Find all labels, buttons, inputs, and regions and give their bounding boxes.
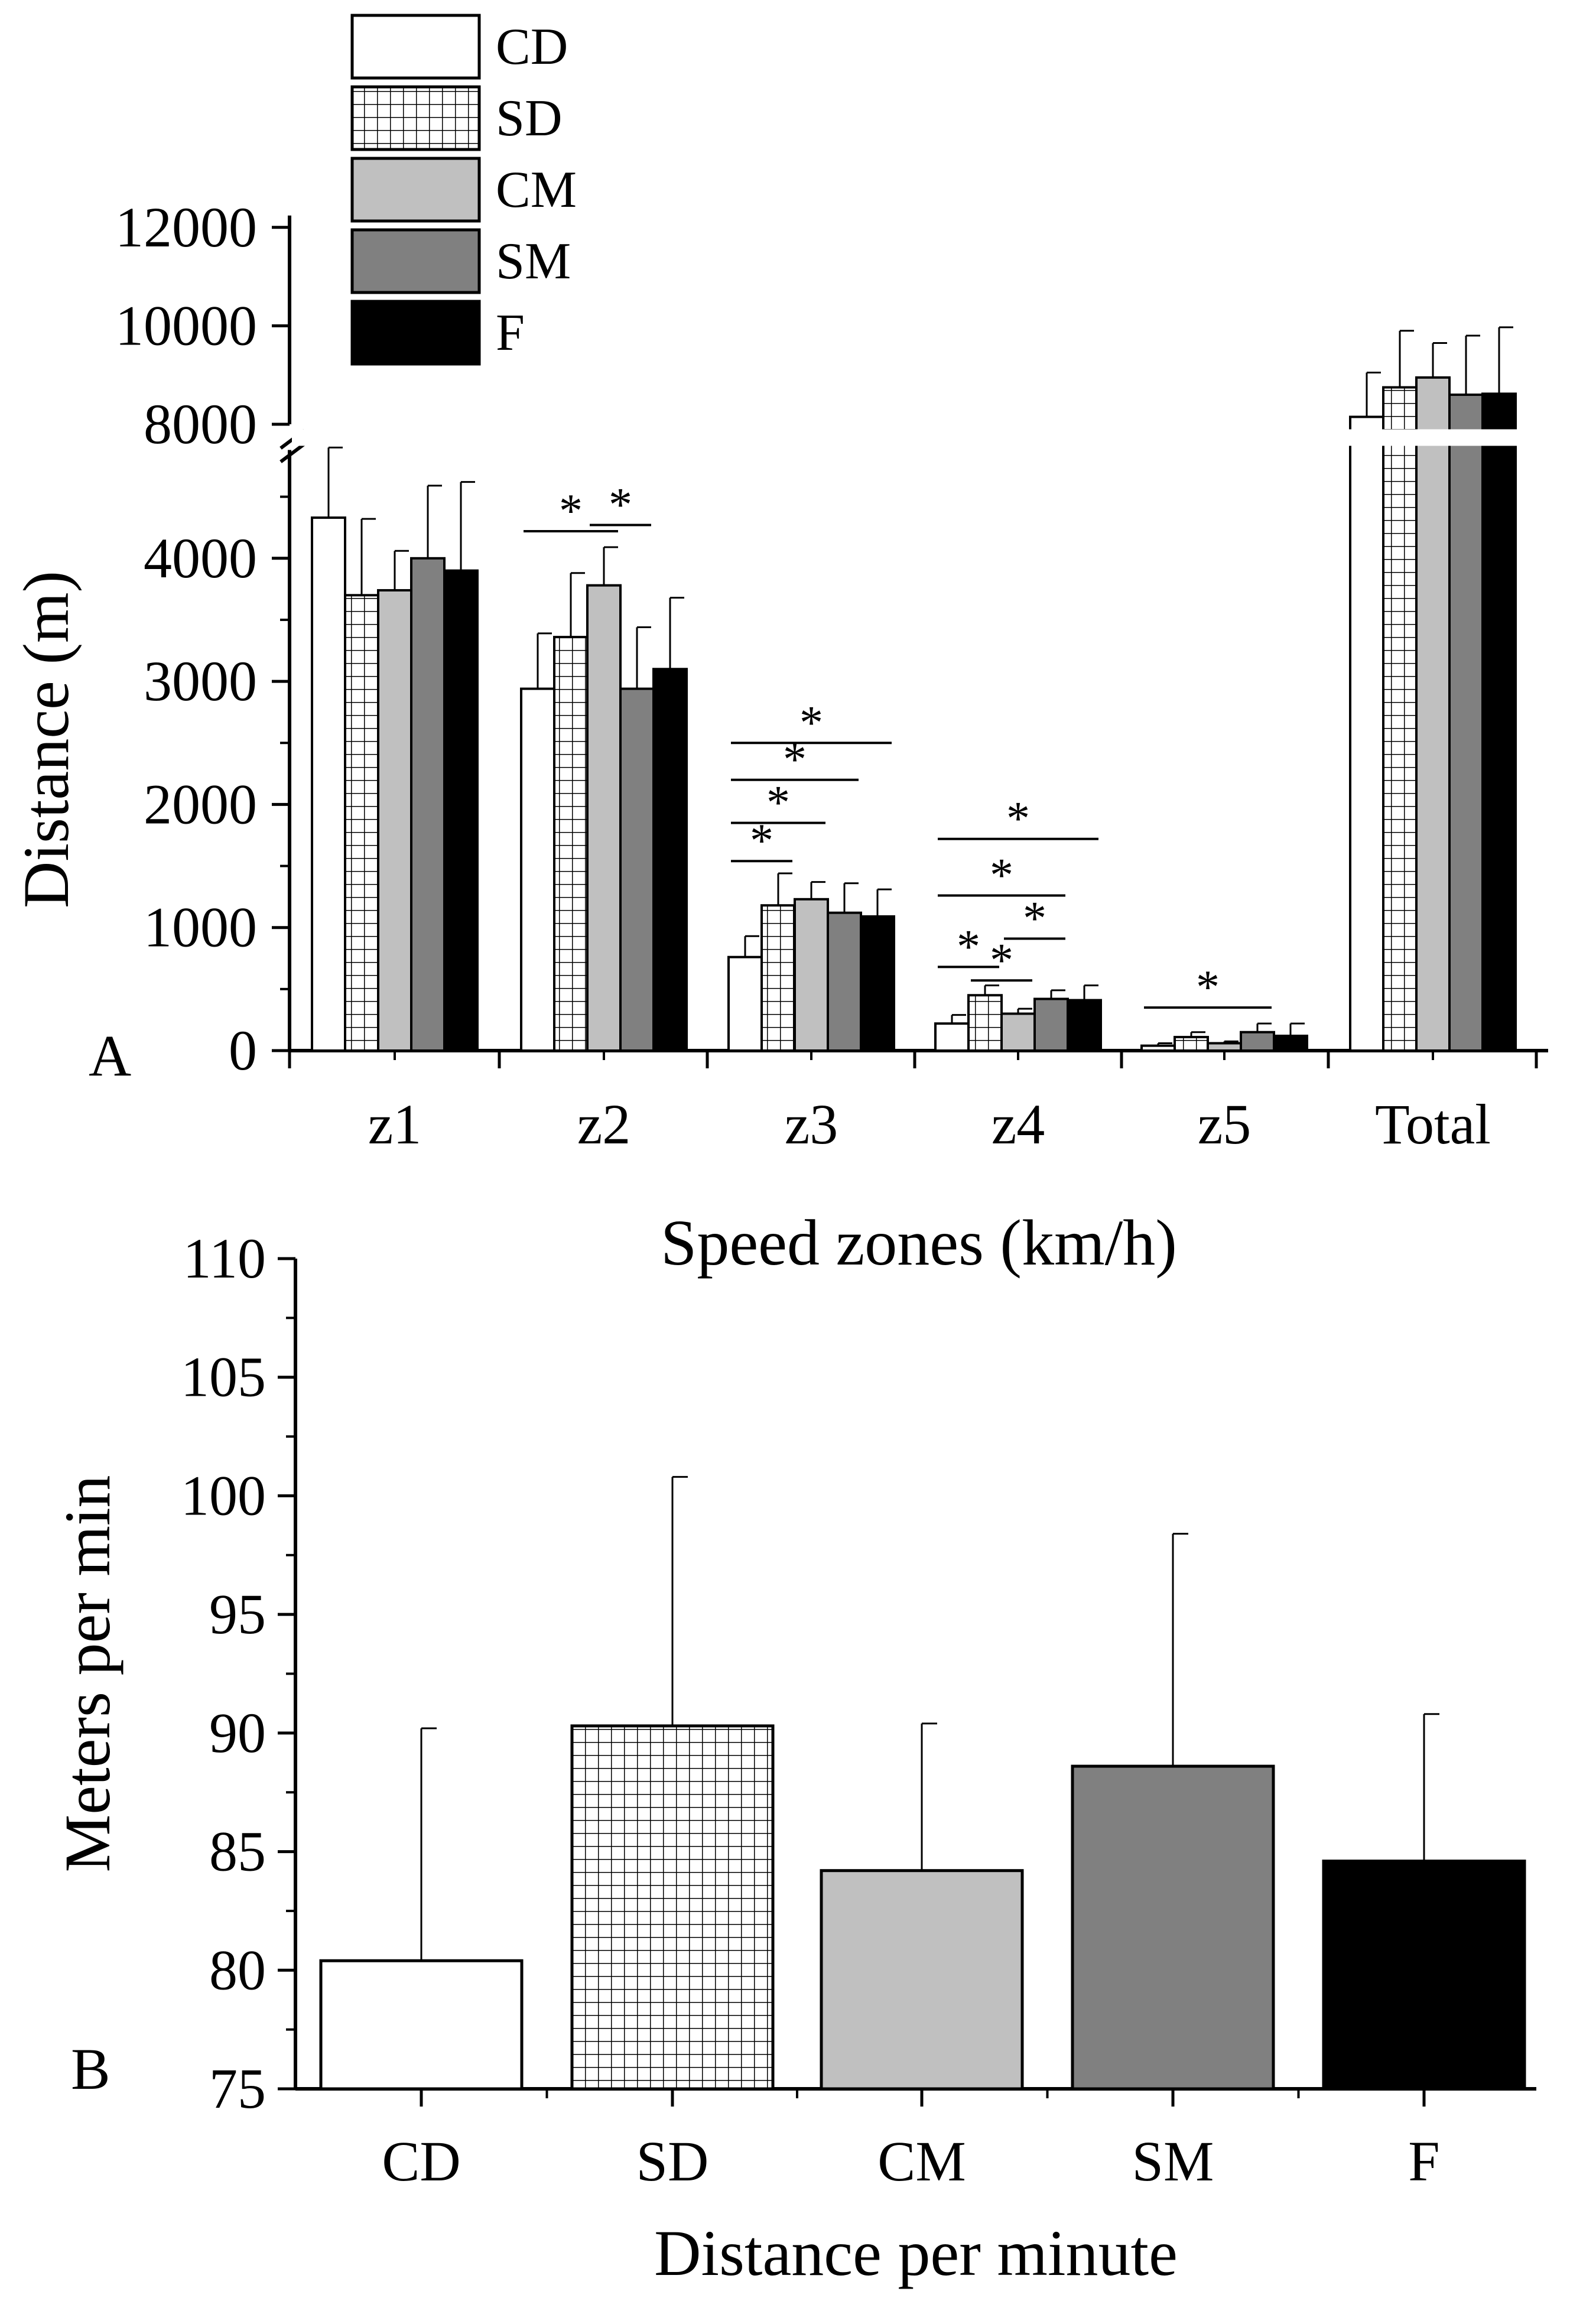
legend-swatch-cd [350,14,481,80]
bar-sd-total [1382,386,1418,1052]
y-tick-label: 4000 [144,526,257,590]
bar-sd-z4 [967,994,1003,1052]
bar-sd-z5 [1174,1036,1209,1052]
x-tick-label-sd: SD [636,2130,709,2193]
bar-cd-z3 [727,955,763,1052]
bar-cm-z3 [794,898,829,1052]
y-tick-label: 110 [183,1227,266,1290]
significance-star: * [957,921,980,973]
x-tick-label-z1: z1 [368,1093,422,1156]
y-tick-label: 1000 [144,896,257,959]
bar-f-z3 [860,915,895,1052]
bar-sm-z1 [410,557,446,1052]
legend-label-sm: SM [496,233,571,290]
legend-label-cd: CD [496,18,568,76]
bar-f-z4 [1067,999,1102,1052]
y-tick-label: 105 [181,1345,266,1409]
legend-label-f: F [496,304,525,362]
y-tick-label: 95 [209,1582,266,1646]
bar-cd [319,1959,524,2091]
bar-f-total [1481,392,1517,1052]
y-tick-label: 2000 [144,772,257,836]
legend-swatch-f [350,300,481,366]
legend-swatch-sm [350,228,481,294]
y-axis-title: Distance (m) [10,571,82,908]
bar-cm-z2 [586,584,622,1052]
bar-sm [1071,1764,1275,2091]
significance-star: * [799,697,823,749]
bar-sd [570,1724,775,2091]
bar-sm-z3 [827,911,862,1052]
bar-sd-z3 [760,904,796,1052]
bar-sm-total [1448,394,1484,1052]
x-tick-label-cm: CM [877,2130,966,2193]
significance-star: * [609,479,632,531]
x-axis-title: Distance per minute [654,2217,1178,2289]
bar-cd-z2 [520,687,555,1052]
x-tick-label-z3: z3 [785,1093,838,1156]
significance-star: * [1196,961,1220,1013]
x-tick-label-z4: z4 [992,1093,1045,1156]
x-axis-title: Speed zones (km/h) [661,1207,1177,1279]
panel-a-chart: 0 1000 2000 3000 4000 8000 10000 12000 z1 z2 z3 z4 z… [10,14,1551,1279]
axis-break-mark-lower [279,443,305,463]
bar-cm [820,1869,1024,2091]
panel-b-chart: 75 80 85 90 95 100 105 110 CD SD CM SM F Meters per m… [51,1227,1536,2289]
y-tick-label: 90 [209,1701,266,1764]
y-tick-label: 75 [209,2057,266,2120]
legend-label-cm: CM [496,161,577,219]
bar-f [1322,1860,1526,2091]
bar-f-z2 [652,668,688,1052]
y-tick-label: 85 [209,1820,266,1883]
bar-cm-z1 [377,589,412,1052]
significance-star: * [559,485,583,537]
bar-cd-z4 [934,1022,970,1052]
panel-label-b: B [71,2036,110,2102]
legend-swatch-sd [350,85,481,151]
x-tick-label-cd: CD [382,2130,460,2193]
bar-cd-z5 [1140,1044,1176,1052]
x-tick-label-total: Total [1375,1093,1491,1156]
y-tick-label: 3000 [144,649,257,713]
axis-break-gap [292,429,1551,446]
bar-sm-z5 [1240,1031,1275,1052]
x-tick-label-z2: z2 [577,1093,631,1156]
y-tick-label: 0 [229,1019,257,1082]
y-tick-label: 10000 [115,294,257,357]
bar-sm-z4 [1033,997,1069,1052]
legend-label-sd: SD [496,90,563,147]
significance-star: * [1023,892,1046,944]
bar-cm-z5 [1207,1042,1242,1052]
significance-star: * [1006,793,1030,845]
bar-cd-z1 [311,516,346,1052]
bar-cm-total [1415,376,1451,1052]
bar-cm-z4 [1000,1012,1036,1052]
bar-cd-total [1349,415,1384,1052]
significance-star: * [990,850,1013,902]
y-tick-label: 12000 [115,196,257,259]
x-tick-label-f: F [1408,2130,1439,2193]
bar-sm-z2 [619,687,655,1052]
y-tick-label: 8000 [144,392,257,456]
panel-label-a: A [89,1023,131,1088]
legend-swatch-cm [350,157,481,223]
bar-sd-z2 [553,636,589,1052]
x-tick-label-z5: z5 [1198,1093,1252,1156]
significance-star: * [990,934,1013,986]
x-tick-label-sm: SM [1132,2130,1214,2193]
y-axis-title: Meters per min [51,1475,123,1872]
bar-f-z1 [443,569,479,1052]
bar-f-z5 [1273,1035,1308,1052]
bar-sd-z1 [344,594,379,1052]
y-tick-label: 80 [209,1938,266,2001]
y-tick-label: 100 [181,1464,266,1527]
significance-star: * [766,777,790,829]
